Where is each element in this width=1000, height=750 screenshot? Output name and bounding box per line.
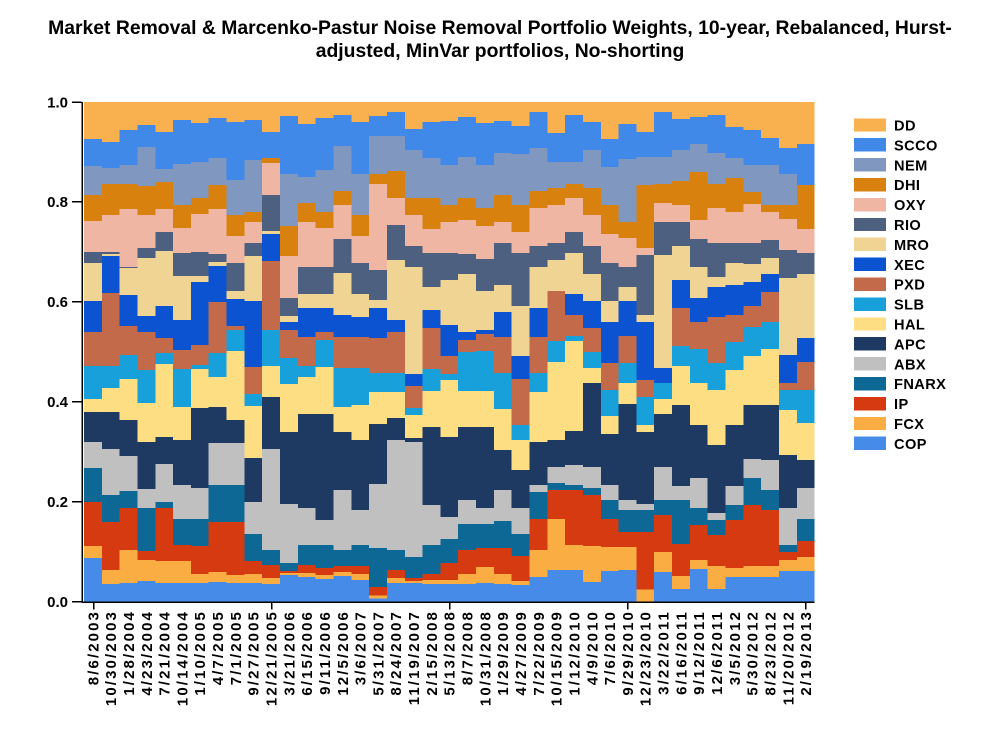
svg-text:10/15/2009: 10/15/2009 bbox=[549, 610, 566, 706]
svg-text:4/9/2010: 4/9/2010 bbox=[584, 610, 601, 685]
svg-text:APC: APC bbox=[894, 337, 926, 353]
svg-text:3/6/2007: 3/6/2007 bbox=[353, 610, 370, 685]
svg-text:0.8: 0.8 bbox=[47, 194, 68, 211]
svg-text:6/16/2011: 6/16/2011 bbox=[673, 610, 690, 695]
svg-text:0.4: 0.4 bbox=[47, 394, 69, 411]
svg-text:COP: COP bbox=[894, 437, 927, 453]
svg-text:12/5/2006: 12/5/2006 bbox=[335, 610, 352, 696]
svg-text:0.0: 0.0 bbox=[47, 594, 68, 611]
svg-text:3/22/2011: 3/22/2011 bbox=[656, 610, 673, 695]
svg-text:10/30/2003: 10/30/2003 bbox=[103, 610, 120, 706]
svg-text:8/24/2007: 8/24/2007 bbox=[388, 610, 405, 696]
svg-text:2/15/2008: 2/15/2008 bbox=[424, 610, 441, 696]
svg-text:4/7/2005: 4/7/2005 bbox=[210, 610, 227, 685]
svg-text:3/5/2012: 3/5/2012 bbox=[727, 610, 744, 685]
svg-text:MRO: MRO bbox=[894, 238, 929, 254]
svg-text:4/27/2009: 4/27/2009 bbox=[513, 610, 530, 696]
svg-text:5/30/2012: 5/30/2012 bbox=[745, 610, 762, 696]
svg-text:HAL: HAL bbox=[894, 318, 925, 334]
svg-text:1.0: 1.0 bbox=[47, 94, 68, 111]
svg-text:6/15/2006: 6/15/2006 bbox=[299, 610, 316, 696]
svg-text:5/31/2007: 5/31/2007 bbox=[370, 610, 387, 696]
svg-text:8/23/2012: 8/23/2012 bbox=[762, 610, 779, 696]
svg-text:OXY: OXY bbox=[894, 198, 926, 214]
svg-text:8/7/2008: 8/7/2008 bbox=[460, 610, 477, 685]
svg-text:7/1/2005: 7/1/2005 bbox=[228, 610, 245, 685]
svg-text:4/23/2004: 4/23/2004 bbox=[139, 610, 156, 696]
svg-text:1/10/2005: 1/10/2005 bbox=[192, 610, 209, 696]
svg-text:SLB: SLB bbox=[894, 298, 924, 314]
svg-text:FNARX: FNARX bbox=[894, 377, 946, 393]
svg-text:3/21/2006: 3/21/2006 bbox=[281, 610, 298, 696]
svg-text:12/6/2011: 12/6/2011 bbox=[709, 610, 726, 695]
svg-text:0.6: 0.6 bbox=[47, 294, 68, 311]
svg-text:0.2: 0.2 bbox=[47, 494, 68, 511]
svg-text:9/29/2010: 9/29/2010 bbox=[620, 610, 637, 696]
svg-text:7/21/2004: 7/21/2004 bbox=[157, 610, 174, 696]
svg-text:1/12/2010: 1/12/2010 bbox=[566, 610, 583, 696]
svg-text:12/21/2005: 12/21/2005 bbox=[264, 610, 281, 706]
svg-text:11/20/2012: 11/20/2012 bbox=[780, 610, 797, 705]
svg-text:1/29/2009: 1/29/2009 bbox=[495, 610, 512, 696]
svg-text:NEM: NEM bbox=[894, 158, 928, 174]
svg-text:10/14/2004: 10/14/2004 bbox=[174, 610, 191, 706]
svg-text:10/31/2008: 10/31/2008 bbox=[477, 610, 494, 706]
svg-text:9/12/2011: 9/12/2011 bbox=[691, 610, 708, 695]
svg-text:7/22/2009: 7/22/2009 bbox=[531, 610, 548, 696]
svg-text:9/11/2006: 9/11/2006 bbox=[317, 610, 334, 695]
svg-text:IP: IP bbox=[894, 397, 909, 413]
svg-text:8/6/2003: 8/6/2003 bbox=[85, 610, 102, 685]
svg-text:12/23/2010: 12/23/2010 bbox=[638, 610, 655, 706]
svg-text:PXD: PXD bbox=[894, 278, 925, 294]
svg-text:SCCO: SCCO bbox=[894, 138, 938, 154]
svg-text:DHI: DHI bbox=[894, 178, 920, 194]
svg-text:FCX: FCX bbox=[894, 417, 924, 433]
svg-text:1/28/2004: 1/28/2004 bbox=[121, 610, 138, 696]
svg-text:RIO: RIO bbox=[894, 218, 921, 234]
svg-text:XEC: XEC bbox=[894, 258, 925, 274]
svg-text:ABX: ABX bbox=[894, 357, 926, 373]
svg-text:11/19/2007: 11/19/2007 bbox=[406, 610, 423, 705]
svg-text:2/19/2013: 2/19/2013 bbox=[798, 610, 815, 696]
svg-text:7/6/2010: 7/6/2010 bbox=[602, 610, 619, 685]
svg-text:5/13/2008: 5/13/2008 bbox=[442, 610, 459, 696]
svg-text:9/27/2005: 9/27/2005 bbox=[246, 610, 263, 696]
svg-text:DD: DD bbox=[894, 119, 916, 135]
